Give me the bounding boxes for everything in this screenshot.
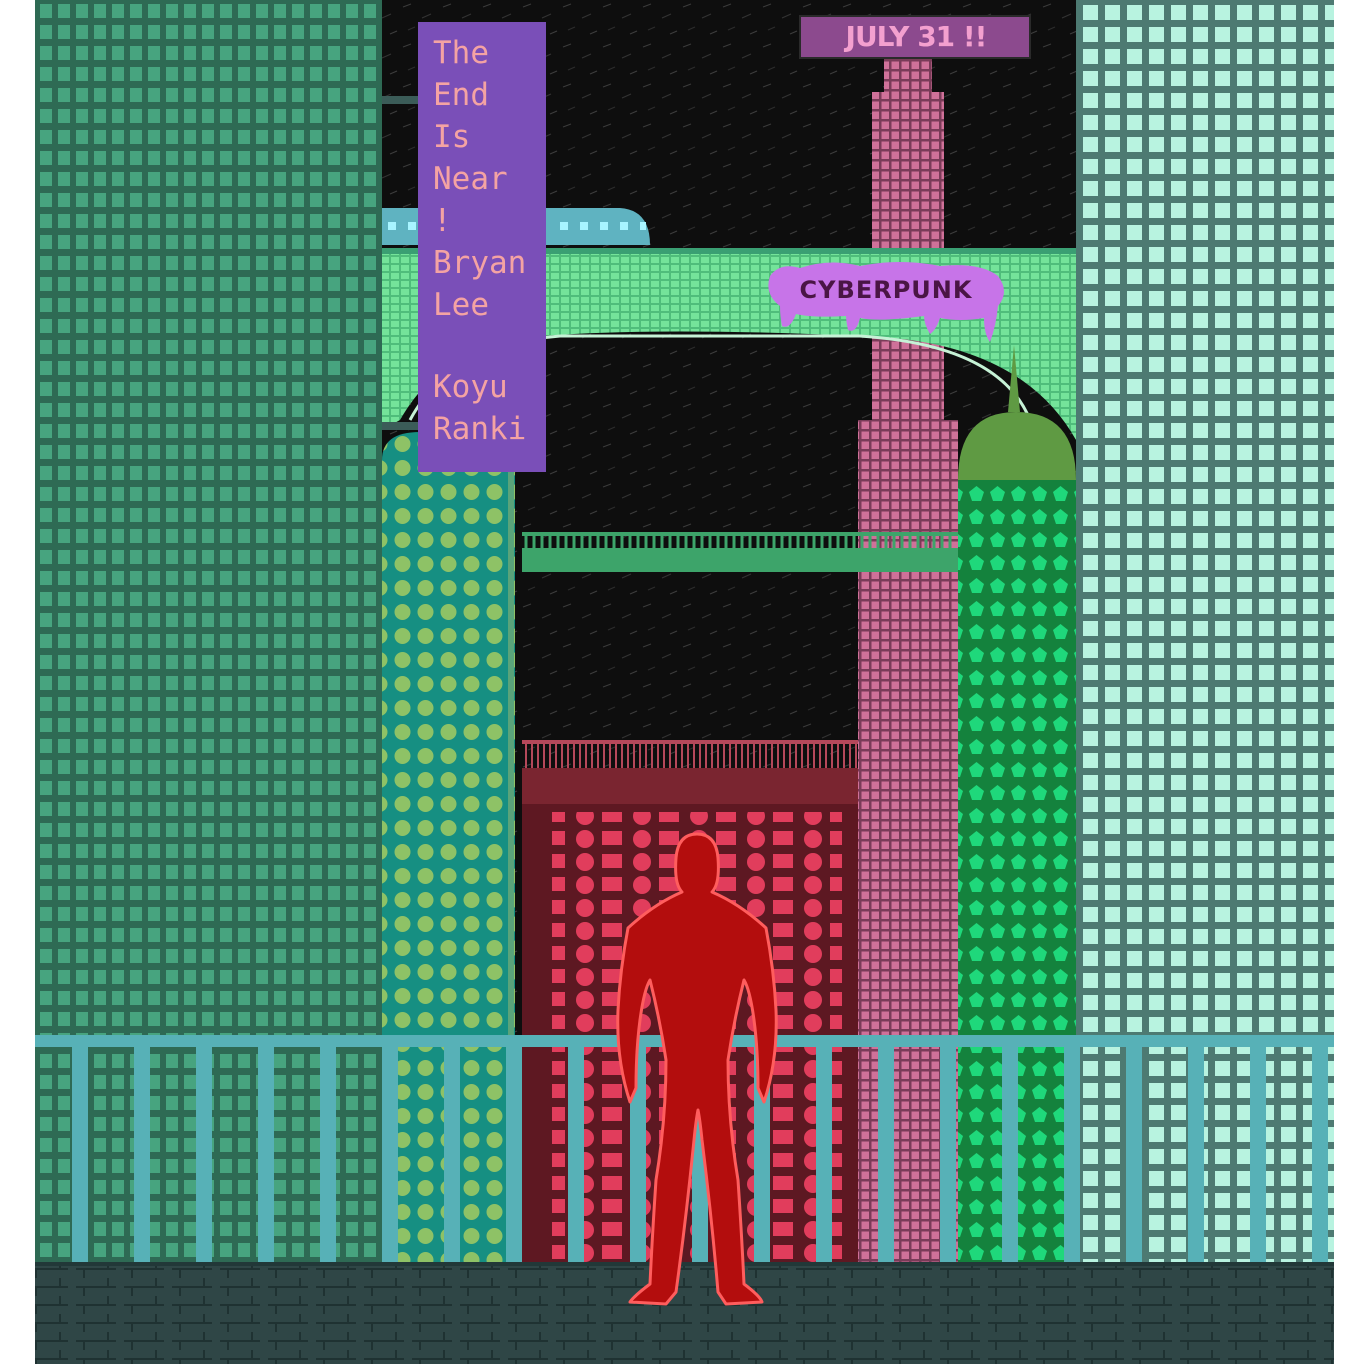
title-line: Ranki [433, 411, 527, 447]
teal-dotted-tower [382, 432, 515, 1265]
purple-banner [418, 22, 546, 472]
cable-lower [382, 422, 422, 430]
poster-title-block: The End Is Near! Bryan Lee Koyu Ranki [418, 22, 546, 472]
title-line [433, 326, 546, 366]
cable-upper [382, 96, 422, 104]
middle-walkway [522, 532, 958, 572]
date-sign-text: JULY 31 !! [845, 20, 988, 53]
balcony-floor [35, 1262, 1334, 1364]
floor-edge [35, 1262, 1334, 1266]
date-sign [799, 15, 1031, 59]
title-line: Koyu [433, 369, 508, 405]
title-line: The [433, 35, 489, 71]
right-skyscraper [1076, 0, 1334, 1265]
title-line: ! [433, 203, 452, 239]
graffiti-drip-icon [768, 262, 1004, 342]
title-line: Bryan [433, 245, 527, 281]
standing-figure-icon [616, 832, 778, 1306]
title-line: End [433, 77, 489, 113]
title-line: Is [433, 119, 471, 155]
title-line: Near [433, 161, 508, 197]
graffiti-sign-text: CYBERPUNK [799, 276, 973, 304]
title-line: Lee [433, 287, 489, 323]
